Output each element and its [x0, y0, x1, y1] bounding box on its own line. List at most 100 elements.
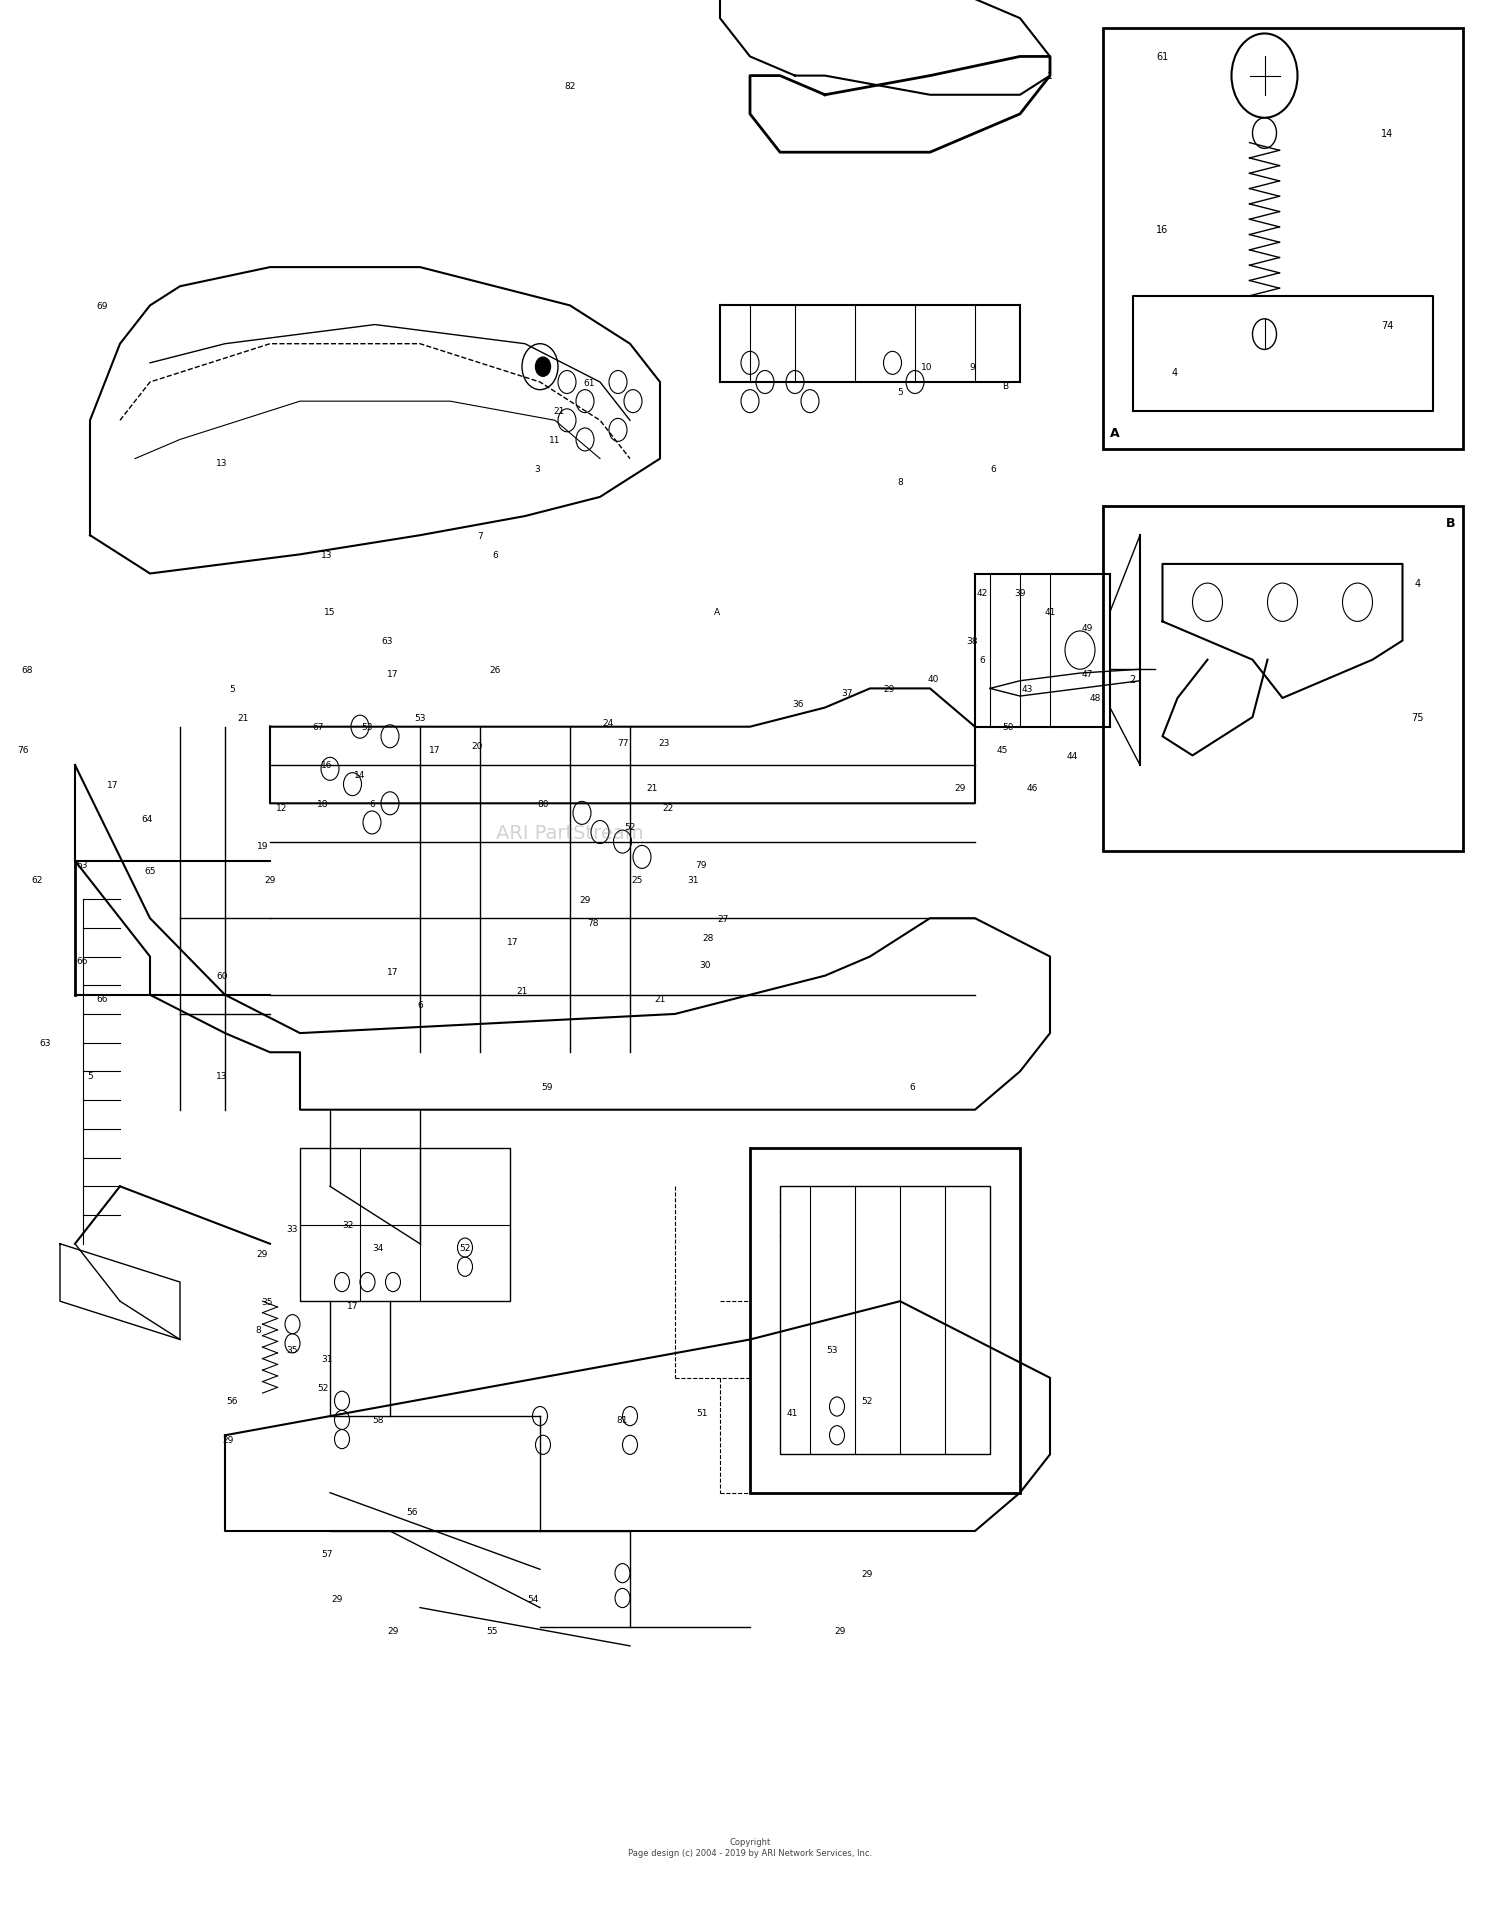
Text: 69: 69 [96, 302, 108, 310]
Text: 53: 53 [827, 1346, 839, 1353]
Text: 2: 2 [1130, 674, 1136, 685]
Text: 37: 37 [842, 689, 854, 697]
Text: 53: 53 [362, 723, 374, 731]
Text: 16: 16 [1156, 224, 1168, 235]
Text: 76: 76 [16, 746, 28, 754]
Text: 35: 35 [261, 1298, 273, 1305]
Text: 17: 17 [429, 746, 441, 754]
Text: 25: 25 [632, 877, 644, 884]
Text: 14: 14 [354, 771, 366, 779]
Text: 20: 20 [471, 743, 483, 750]
Text: 6: 6 [417, 1001, 423, 1009]
Bar [780, 1187, 990, 1455]
Text: 54: 54 [526, 1594, 538, 1602]
Text: 6: 6 [369, 800, 375, 808]
Text: 32: 32 [342, 1221, 354, 1229]
Text: 29: 29 [954, 785, 966, 792]
Bar [750, 1148, 1020, 1493]
Text: 4: 4 [1414, 578, 1420, 590]
Text: 8: 8 [255, 1326, 261, 1334]
Bar [300, 1148, 510, 1302]
Text: 31: 31 [687, 877, 699, 884]
Text: 44: 44 [1066, 752, 1078, 760]
Text: 27: 27 [717, 915, 729, 923]
Text: 41: 41 [786, 1409, 798, 1416]
Text: 29: 29 [256, 1250, 268, 1257]
Text: 62: 62 [32, 877, 44, 884]
Text: 29: 29 [387, 1627, 399, 1635]
Text: 29: 29 [834, 1627, 846, 1635]
Text: 39: 39 [1014, 590, 1026, 597]
Text: 51: 51 [696, 1409, 708, 1416]
Text: 29: 29 [579, 896, 591, 903]
Text: 3: 3 [534, 465, 540, 473]
Text: ARI PartStream: ARI PartStream [496, 823, 644, 842]
Text: 81: 81 [616, 1416, 628, 1424]
Text: 17: 17 [387, 968, 399, 976]
Text: 38: 38 [966, 637, 978, 645]
Text: 23: 23 [658, 739, 670, 746]
Text: 29: 29 [861, 1569, 873, 1577]
Text: 8: 8 [897, 478, 903, 486]
Text: 57: 57 [321, 1550, 333, 1558]
Text: B: B [1446, 517, 1455, 530]
Text: 24: 24 [602, 720, 613, 727]
Circle shape [536, 358, 550, 377]
Text: 13: 13 [216, 459, 228, 467]
Text: 5: 5 [230, 685, 236, 693]
Text: 63: 63 [39, 1039, 51, 1047]
Text: 5: 5 [87, 1072, 93, 1079]
Text: 17: 17 [106, 781, 118, 789]
Text: 41: 41 [1044, 609, 1056, 616]
Text: 29: 29 [222, 1436, 234, 1443]
Text: 11: 11 [549, 436, 561, 444]
Text: 78: 78 [586, 919, 598, 926]
Text: Copyright
Page design (c) 2004 - 2019 by ARI Network Services, Inc.: Copyright Page design (c) 2004 - 2019 by… [628, 1837, 872, 1857]
Text: 82: 82 [564, 82, 576, 90]
Text: 60: 60 [216, 972, 228, 980]
Bar [1102, 29, 1462, 450]
Text: 64: 64 [141, 815, 153, 823]
Text: 17: 17 [346, 1302, 358, 1309]
Text: 6: 6 [909, 1083, 915, 1091]
Text: 6: 6 [990, 465, 996, 473]
Text: 4: 4 [1172, 367, 1178, 379]
Text: 26: 26 [489, 666, 501, 674]
Text: 43: 43 [1022, 685, 1034, 693]
Text: 17: 17 [507, 938, 519, 946]
Text: 52: 52 [316, 1384, 328, 1391]
Text: 45: 45 [996, 746, 1008, 754]
Text: 49: 49 [1082, 624, 1094, 632]
Text: 12: 12 [276, 804, 288, 812]
Text: 56: 56 [406, 1508, 418, 1516]
Text: 33: 33 [286, 1225, 298, 1233]
Text: 63: 63 [76, 861, 88, 869]
Text: 55: 55 [486, 1627, 498, 1635]
Text: 65: 65 [144, 867, 156, 875]
Text: 59: 59 [542, 1083, 554, 1091]
Text: 58: 58 [372, 1416, 384, 1424]
Text: 40: 40 [927, 676, 939, 683]
Text: 61: 61 [584, 379, 596, 387]
Text: 61: 61 [1156, 52, 1168, 63]
Text: 6: 6 [492, 551, 498, 559]
Text: 13: 13 [216, 1072, 228, 1079]
Text: 46: 46 [1026, 785, 1038, 792]
Text: 48: 48 [1089, 695, 1101, 702]
Text: 21: 21 [516, 988, 528, 995]
Text: 30: 30 [699, 961, 711, 968]
Text: 75: 75 [1412, 712, 1424, 723]
Text: 77: 77 [616, 739, 628, 746]
Text: 1: 1 [1047, 73, 1053, 80]
Text: 56: 56 [226, 1397, 238, 1405]
Text: A: A [714, 609, 720, 616]
Text: 22: 22 [662, 804, 674, 812]
Text: 16: 16 [321, 762, 333, 769]
Text: B: B [1002, 383, 1008, 390]
Text: 10: 10 [921, 364, 933, 371]
Text: 17: 17 [387, 670, 399, 678]
Bar [1102, 507, 1462, 852]
Text: 66: 66 [96, 995, 108, 1003]
Text: 52: 52 [861, 1397, 873, 1405]
Text: 52: 52 [459, 1244, 471, 1252]
